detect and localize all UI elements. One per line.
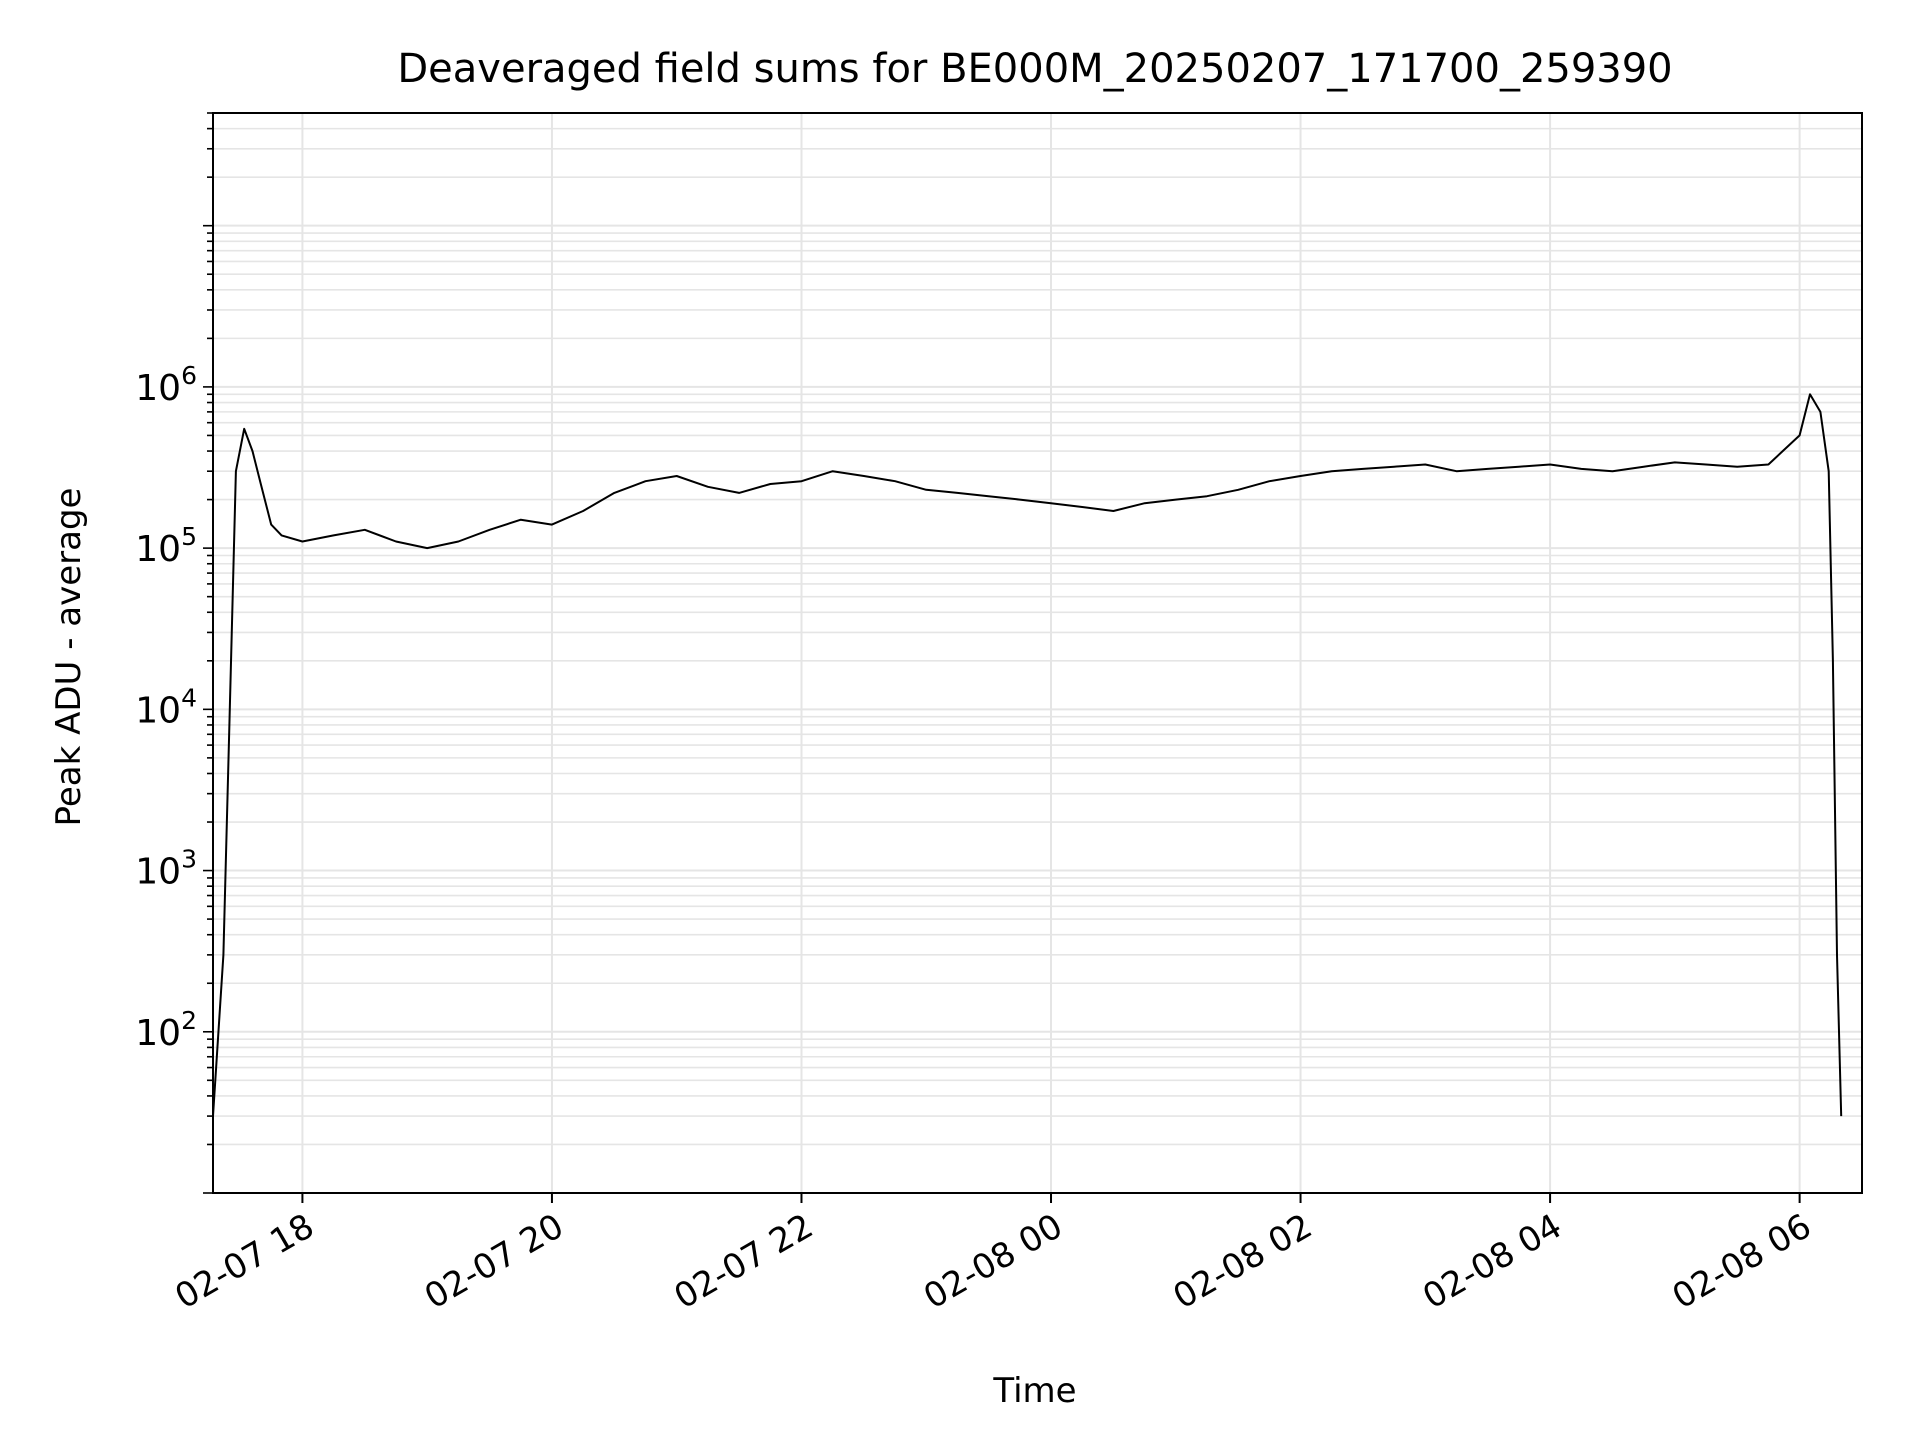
plot-frame [212, 112, 1863, 1194]
y-tick-exponent: 4 [181, 683, 197, 712]
data-line [212, 393, 1843, 1117]
data-line-group [212, 393, 1843, 1117]
chart-title: Deaveraged field sums for BE000M_2025020… [397, 46, 1672, 92]
y-tick-label: 106 [135, 361, 197, 409]
x-axis-label: Time [992, 1371, 1076, 1411]
y-tick-label: 102 [135, 1006, 197, 1054]
y-tick-exponent: 3 [181, 845, 197, 874]
y-tick-base: 10 [135, 1013, 181, 1054]
y-tick-base: 10 [135, 529, 181, 570]
y-tick-base: 10 [135, 368, 181, 409]
grid [213, 112, 1862, 1194]
y-tick-label: 105 [135, 522, 197, 570]
y-tick-exponent: 6 [181, 361, 197, 390]
y-tick-base: 10 [135, 690, 181, 731]
y-tick-base: 10 [135, 852, 181, 893]
y-tick-label: 103 [135, 845, 197, 893]
y-tick-exponent: 2 [181, 1006, 197, 1035]
y-tick-label: 104 [135, 683, 197, 731]
y-tick-exponent: 5 [181, 522, 197, 551]
y-axis-label: Peak ADU - average [49, 488, 89, 827]
